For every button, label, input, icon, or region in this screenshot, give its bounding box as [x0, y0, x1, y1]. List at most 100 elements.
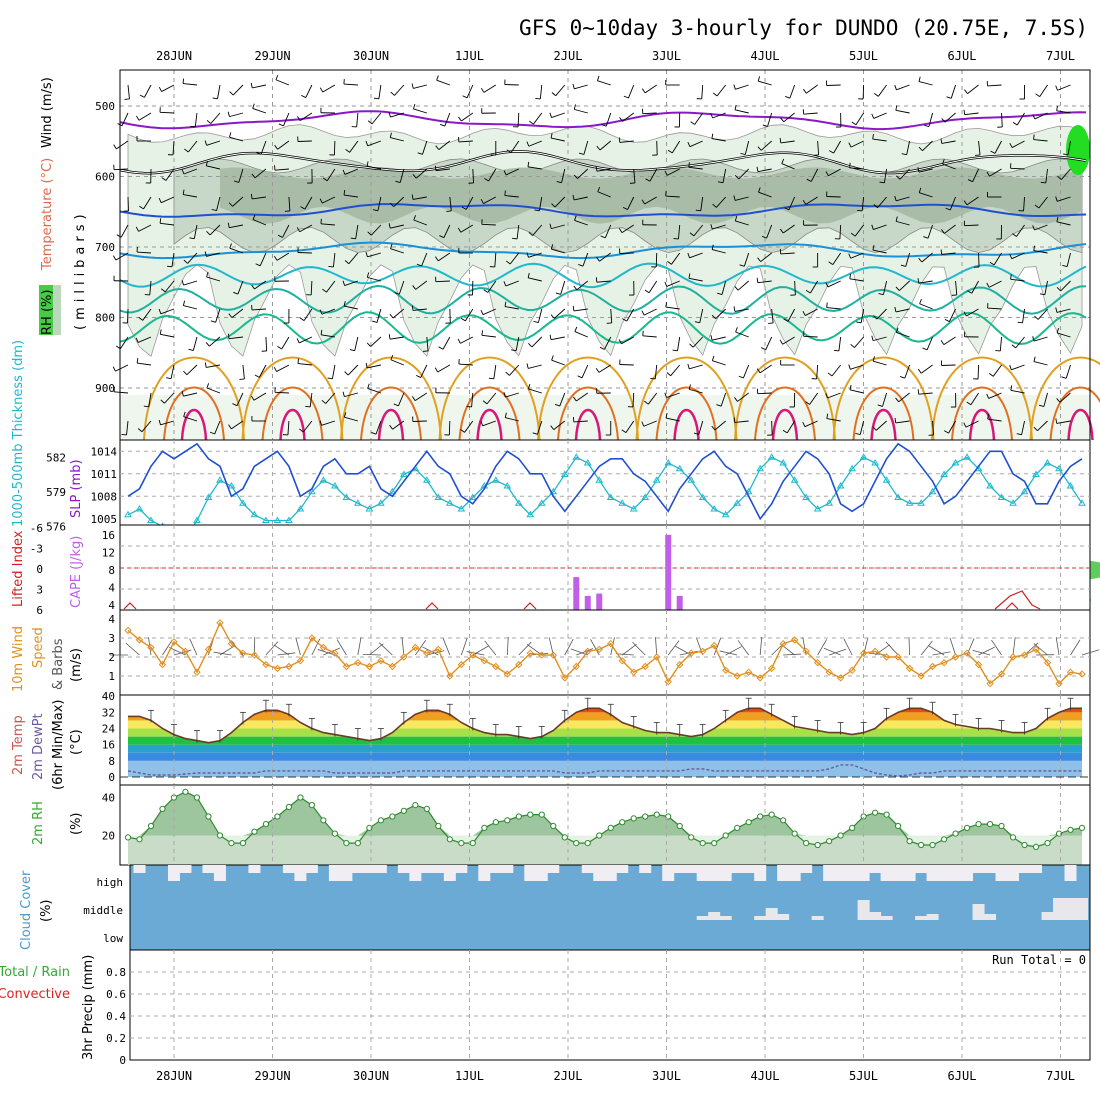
wind-barb — [989, 168, 1002, 177]
wind10m-barb — [401, 637, 405, 656]
wind-barb-flag — [480, 420, 484, 426]
wind-barb — [449, 196, 452, 211]
wind-barb — [322, 84, 336, 93]
wind10m-point — [331, 649, 339, 657]
rh2m-point — [894, 822, 902, 830]
slp-label: SLP (mb) — [69, 459, 84, 518]
wind-barb — [297, 363, 312, 366]
wind-barb — [437, 252, 451, 262]
wind-barb — [443, 224, 451, 238]
wind-barb-flag — [182, 300, 186, 306]
wind-barb-flag — [618, 228, 623, 233]
pressure-tick: 800 — [95, 312, 115, 325]
thickness-point — [376, 499, 385, 506]
wind-barb — [828, 168, 841, 177]
cloud-high-block — [869, 865, 882, 873]
wind-barb — [895, 420, 910, 424]
wind-barb — [906, 140, 911, 155]
wind-barb — [599, 140, 612, 151]
wind-barb — [1015, 336, 1025, 349]
cloud-mid-block — [1041, 912, 1054, 920]
wind-barb — [231, 308, 244, 318]
wind-barb — [734, 109, 749, 114]
wind-barb — [849, 389, 864, 394]
cloud-high-block — [846, 865, 859, 881]
isotherm-30 — [458, 386, 521, 441]
wind-barb — [1065, 364, 1071, 379]
wind-barb — [895, 220, 910, 226]
wind-barb-flag — [667, 261, 672, 265]
wind-barb — [734, 308, 749, 312]
wind-barb — [302, 420, 313, 433]
li-tick: -3 — [30, 543, 43, 556]
wind-barb — [320, 334, 335, 338]
wind-barb-flag — [974, 154, 981, 156]
wind-barb-flag — [229, 132, 232, 138]
wind-barb-flag — [550, 314, 555, 319]
wind-barb — [127, 84, 130, 99]
wind-barb-flag — [395, 180, 401, 183]
wind-barb-flag — [343, 190, 346, 196]
wind-barb — [789, 84, 796, 99]
wind-barb-flag — [526, 141, 530, 147]
rh2m-point — [515, 813, 522, 820]
wind-barb — [137, 336, 152, 343]
cloud-high-block — [524, 865, 537, 881]
wind-barb — [942, 163, 956, 170]
wind-barb-flag — [504, 301, 507, 307]
wind-barb — [876, 308, 887, 320]
wind10m-barb — [843, 638, 853, 656]
wind-barb — [420, 364, 428, 378]
wind10m-point — [377, 657, 385, 665]
wind-barb-flag — [599, 346, 605, 350]
wind-barb-flag — [273, 366, 277, 372]
wind10m-point — [813, 658, 822, 667]
wind-barb — [905, 252, 911, 267]
cloud-level-label: middle — [83, 904, 123, 917]
rh2m-area — [128, 791, 1082, 865]
wind-barb-flag — [758, 187, 761, 193]
wind-barb-flag — [621, 429, 627, 433]
cloud-high-block — [639, 865, 652, 873]
top-date-label: 5JUL — [849, 49, 878, 63]
wind-barb — [555, 84, 566, 97]
wind-barb-flag — [806, 178, 812, 182]
wind-barb-flag — [989, 373, 994, 377]
wind-barb — [895, 109, 910, 114]
wind-barb-flag — [944, 318, 950, 322]
wind-barb — [415, 280, 428, 290]
wind-barb-flag — [1038, 404, 1045, 407]
wind-barb-flag — [349, 349, 355, 352]
wind10m-barb — [615, 653, 634, 656]
wind-barb-flag — [251, 284, 255, 290]
wind-barb-flag — [667, 149, 673, 154]
wind-barb — [988, 392, 1002, 399]
wind-barb — [254, 168, 267, 179]
wind-barb — [232, 84, 244, 96]
wind-barb — [850, 364, 864, 370]
wind-barb-flag — [941, 118, 946, 123]
wind-barb-flag — [733, 84, 736, 90]
wind-barb-flag — [848, 364, 851, 370]
wind10m-point — [986, 679, 994, 688]
wind-barb-flag — [458, 116, 462, 122]
wind-barb — [516, 224, 520, 239]
rh2m-point — [676, 822, 683, 830]
wind-barb-flag — [460, 317, 466, 322]
wind-barb — [927, 224, 934, 239]
wind-barb — [716, 84, 727, 97]
wind-barb — [458, 363, 473, 366]
wind-barb — [144, 84, 152, 98]
wind-barb — [252, 108, 267, 114]
wind-barb-flag — [206, 383, 210, 389]
wind-barb-flag — [342, 280, 346, 286]
wind-barb-flag — [873, 204, 878, 209]
wind10m-point — [1078, 670, 1086, 678]
wind-barb — [528, 140, 542, 147]
wind-barb — [435, 280, 450, 283]
wind-barb — [1011, 252, 1025, 260]
wind-barb-flag — [182, 78, 185, 84]
